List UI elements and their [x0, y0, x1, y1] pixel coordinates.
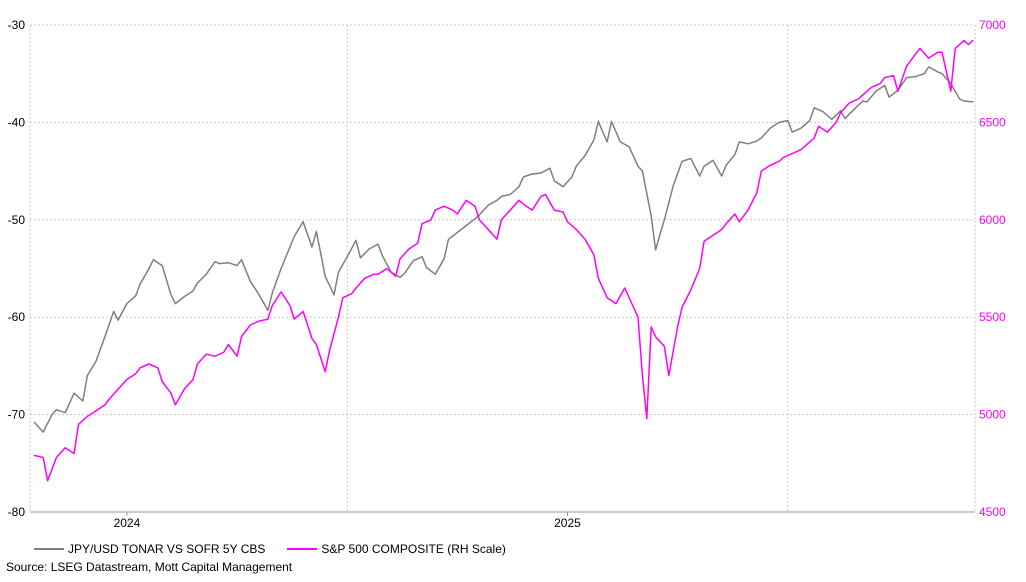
series-line-jpy-usd: [33, 66, 974, 433]
tick-labels: -30 -40 -50 -60 -70 -80 7000 6500 6000 5500 5000 45…: [8, 18, 1006, 530]
left-tick-label: -80: [8, 505, 26, 519]
axes: [29, 25, 976, 516]
source-note: Source: LSEG Datastream, Mott Capital Ma…: [6, 560, 293, 574]
series-lines: [33, 39, 974, 482]
legend-swatch-jpy-usd: [34, 548, 64, 550]
gridlines: [30, 24, 975, 513]
legend-item-sp500: S&P 500 COMPOSITE (RH Scale): [287, 542, 506, 556]
series-line-sp500: [33, 39, 974, 482]
x-tick-label: 2025: [554, 516, 581, 530]
left-tick-label: -50: [8, 213, 26, 227]
right-tick-label: 6000: [979, 213, 1006, 227]
legend-label-sp500: S&P 500 COMPOSITE (RH Scale): [321, 542, 506, 556]
right-tick-label: 4500: [979, 505, 1006, 519]
right-tick-label: 7000: [979, 18, 1006, 32]
right-tick-label: 5500: [979, 310, 1006, 324]
x-tick-label: 2024: [114, 516, 141, 530]
left-tick-label: -40: [8, 115, 26, 129]
legend-item-jpy-usd: JPY/USD TONAR VS SOFR 5Y CBS: [34, 542, 265, 556]
legend-swatch-sp500: [287, 548, 318, 550]
legend-label-jpy-usd: JPY/USD TONAR VS SOFR 5Y CBS: [68, 542, 266, 556]
legend: JPY/USD TONAR VS SOFR 5Y CBS S&P 500 COM…: [34, 541, 528, 557]
right-tick-label: 6500: [979, 115, 1006, 129]
left-tick-label: -70: [8, 408, 26, 422]
left-tick-label: -60: [8, 310, 26, 324]
left-tick-label: -30: [8, 18, 26, 32]
right-tick-label: 5000: [979, 408, 1006, 422]
